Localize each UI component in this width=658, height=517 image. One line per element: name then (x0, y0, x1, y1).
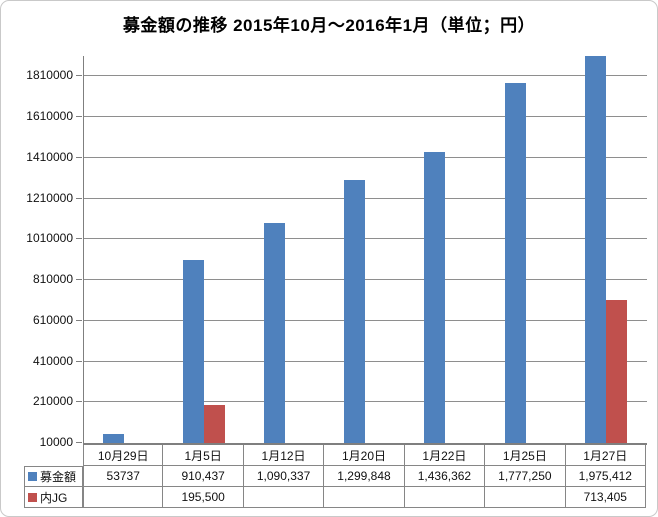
y-tick-label: 410000 (32, 353, 73, 368)
gridline (84, 360, 647, 362)
y-tick-label: 210000 (32, 394, 73, 409)
table-value-cell (83, 487, 164, 508)
y-axis-tick (76, 279, 82, 281)
y-axis-tick (76, 156, 82, 158)
y-axis-tick (76, 197, 82, 199)
bar-donation-1 (183, 259, 205, 443)
table-value-cell: 1,436,362 (404, 466, 486, 487)
table-date-cell: 1月12日 (243, 445, 325, 466)
table-value-cell: 713,405 (565, 487, 646, 508)
table-date-cell: 1月20日 (324, 445, 405, 466)
bar-donation-2 (263, 222, 285, 443)
y-axis-tick (76, 238, 82, 240)
gridline (84, 238, 647, 240)
table-value-cell: 53737 (83, 466, 164, 487)
bar-donation-4 (424, 152, 446, 443)
table-date-cell: 1月22日 (404, 445, 486, 466)
gridline (84, 401, 647, 403)
plot-area (83, 56, 647, 445)
table-date-cell: 1月25日 (485, 445, 566, 466)
table-value-cell: 1,090,337 (243, 466, 325, 487)
bar-donation-0 (102, 434, 124, 443)
bar-donation-3 (344, 180, 365, 443)
y-tick-label: 10000 (39, 435, 73, 449)
legend-key-donation (28, 472, 37, 481)
gridline (84, 197, 647, 199)
table-value-cell (324, 487, 405, 508)
bar-donation-6 (585, 56, 607, 443)
y-tick-label: 1810000 (26, 68, 73, 83)
y-axis-tick (76, 116, 82, 118)
gridline (84, 279, 647, 281)
table-legend-cell: 募金額 (24, 466, 83, 487)
legend-series-name: 募金額 (40, 470, 77, 484)
y-axis-tick (76, 442, 82, 443)
table-date-cell: 1月27日 (565, 445, 646, 466)
bar-jg-6 (606, 299, 628, 443)
gridline (84, 116, 647, 118)
gridline (84, 156, 647, 158)
table-value-cell (404, 487, 486, 508)
table-value-cell: 195,500 (163, 487, 244, 508)
table-value-cell: 910,437 (163, 466, 244, 487)
table-value-cell (243, 487, 325, 508)
y-tick-label: 810000 (32, 272, 73, 287)
table-value-cell: 1,975,412 (565, 466, 646, 487)
y-axis-tick (76, 319, 82, 321)
y-axis-tick (76, 360, 82, 362)
table-value-cell: 1,299,848 (324, 466, 405, 487)
legend-series-name: 内JG (40, 490, 68, 505)
y-tick-label: 1010000 (26, 231, 73, 246)
bar-donation-5 (504, 83, 526, 443)
y-tick-label: 1210000 (26, 190, 73, 205)
y-tick-label: 1610000 (26, 109, 73, 124)
table-date-cell: 10月29日 (83, 445, 164, 466)
table-legend-cell: 内JG (24, 487, 83, 508)
y-tick-label: 1410000 (26, 149, 73, 164)
gridline (84, 319, 647, 321)
table-value-cell: 1,777,250 (485, 466, 566, 487)
gridline (84, 75, 647, 77)
y-axis-tick (76, 75, 82, 77)
y-tick-label: 610000 (32, 312, 73, 327)
table-value-cell (485, 487, 566, 508)
legend-key-jg (28, 492, 37, 502)
bar-jg-1 (204, 405, 226, 443)
chart-title: 募金額の推移 2015年10月～2016年1月（単位；円） (122, 16, 536, 35)
y-axis-tick (76, 401, 82, 403)
table-date-cell: 1月5日 (163, 445, 244, 466)
